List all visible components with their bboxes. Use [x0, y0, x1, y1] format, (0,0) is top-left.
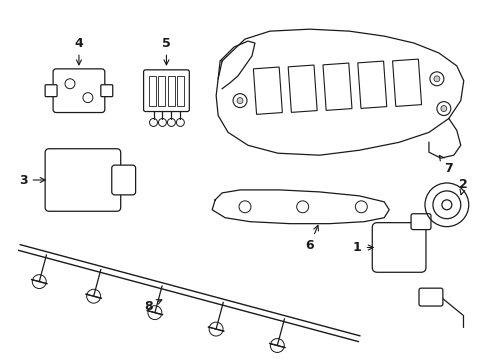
FancyBboxPatch shape — [411, 214, 431, 230]
Bar — [149, 76, 156, 105]
Bar — [358, 61, 387, 108]
FancyBboxPatch shape — [45, 85, 57, 96]
Bar — [392, 59, 421, 107]
FancyBboxPatch shape — [112, 165, 136, 195]
Circle shape — [441, 105, 447, 112]
Bar — [158, 76, 165, 105]
Text: 7: 7 — [440, 156, 453, 175]
Text: 1: 1 — [353, 241, 373, 254]
FancyBboxPatch shape — [101, 85, 113, 96]
Polygon shape — [429, 118, 461, 158]
FancyBboxPatch shape — [419, 288, 443, 306]
Text: 5: 5 — [162, 37, 171, 65]
Polygon shape — [216, 29, 464, 155]
Polygon shape — [212, 190, 389, 224]
Circle shape — [442, 200, 452, 210]
FancyBboxPatch shape — [45, 149, 121, 211]
Text: 4: 4 — [74, 37, 83, 65]
Circle shape — [434, 76, 440, 82]
FancyBboxPatch shape — [53, 69, 105, 113]
FancyBboxPatch shape — [372, 223, 426, 272]
Text: 2: 2 — [460, 179, 468, 195]
FancyBboxPatch shape — [144, 70, 189, 112]
Bar — [253, 67, 282, 114]
Bar — [168, 76, 175, 105]
Text: 3: 3 — [19, 174, 45, 186]
Bar — [177, 76, 184, 105]
Text: 8: 8 — [144, 300, 162, 312]
Text: 6: 6 — [305, 225, 318, 252]
Circle shape — [237, 98, 243, 104]
Bar — [323, 63, 352, 111]
Polygon shape — [218, 41, 255, 89]
Bar — [288, 65, 317, 112]
